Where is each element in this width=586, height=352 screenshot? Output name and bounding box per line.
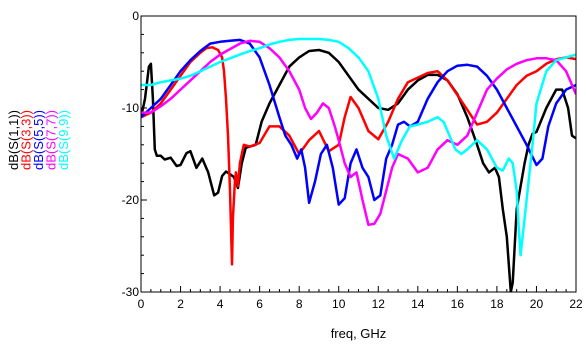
y-tick-label: -10	[122, 101, 140, 115]
legend-entry: dB(S(3,3))	[19, 110, 34, 170]
legend-entry: dB(S(9,9))	[56, 110, 71, 170]
x-tick-label: 6	[256, 297, 263, 311]
x-tick-label: 2	[177, 297, 184, 311]
series-line-5	[141, 37, 576, 257]
x-tick-label: 20	[530, 297, 544, 311]
series-line-3	[141, 38, 576, 206]
series-line-4	[141, 39, 576, 227]
series-layer	[141, 37, 576, 292]
y-tick-label: -30	[122, 285, 140, 299]
x-tick-label: 12	[372, 297, 386, 311]
x-axis-title: freq, GHz	[331, 326, 387, 341]
x-tick-label: 10	[332, 297, 346, 311]
series-line-1	[141, 48, 576, 292]
y-tick-label: 0	[132, 9, 139, 23]
x-tick-label: 0	[138, 297, 145, 311]
x-tick-label: 4	[217, 297, 224, 311]
x-tick-label: 8	[296, 297, 303, 311]
x-tick-label: 14	[411, 297, 425, 311]
ticks-layer: 0 2 4 6 8 10 12 14 16 18 20 22 0 -10 -20 -30	[122, 9, 583, 311]
legend: dB(S(1,1))dB(S(3,3))dB(S(5,5))dB(S(7,7))…	[6, 110, 71, 170]
legend-entry: dB(S(7,7))	[44, 110, 59, 170]
x-tick-label: 22	[569, 297, 583, 311]
x-tick-label: 16	[451, 297, 465, 311]
legend-entry: dB(S(1,1))	[6, 110, 21, 170]
x-tick-label: 18	[490, 297, 504, 311]
legend-entry: dB(S(5,5))	[31, 110, 46, 170]
y-tick-label: -20	[122, 193, 140, 207]
